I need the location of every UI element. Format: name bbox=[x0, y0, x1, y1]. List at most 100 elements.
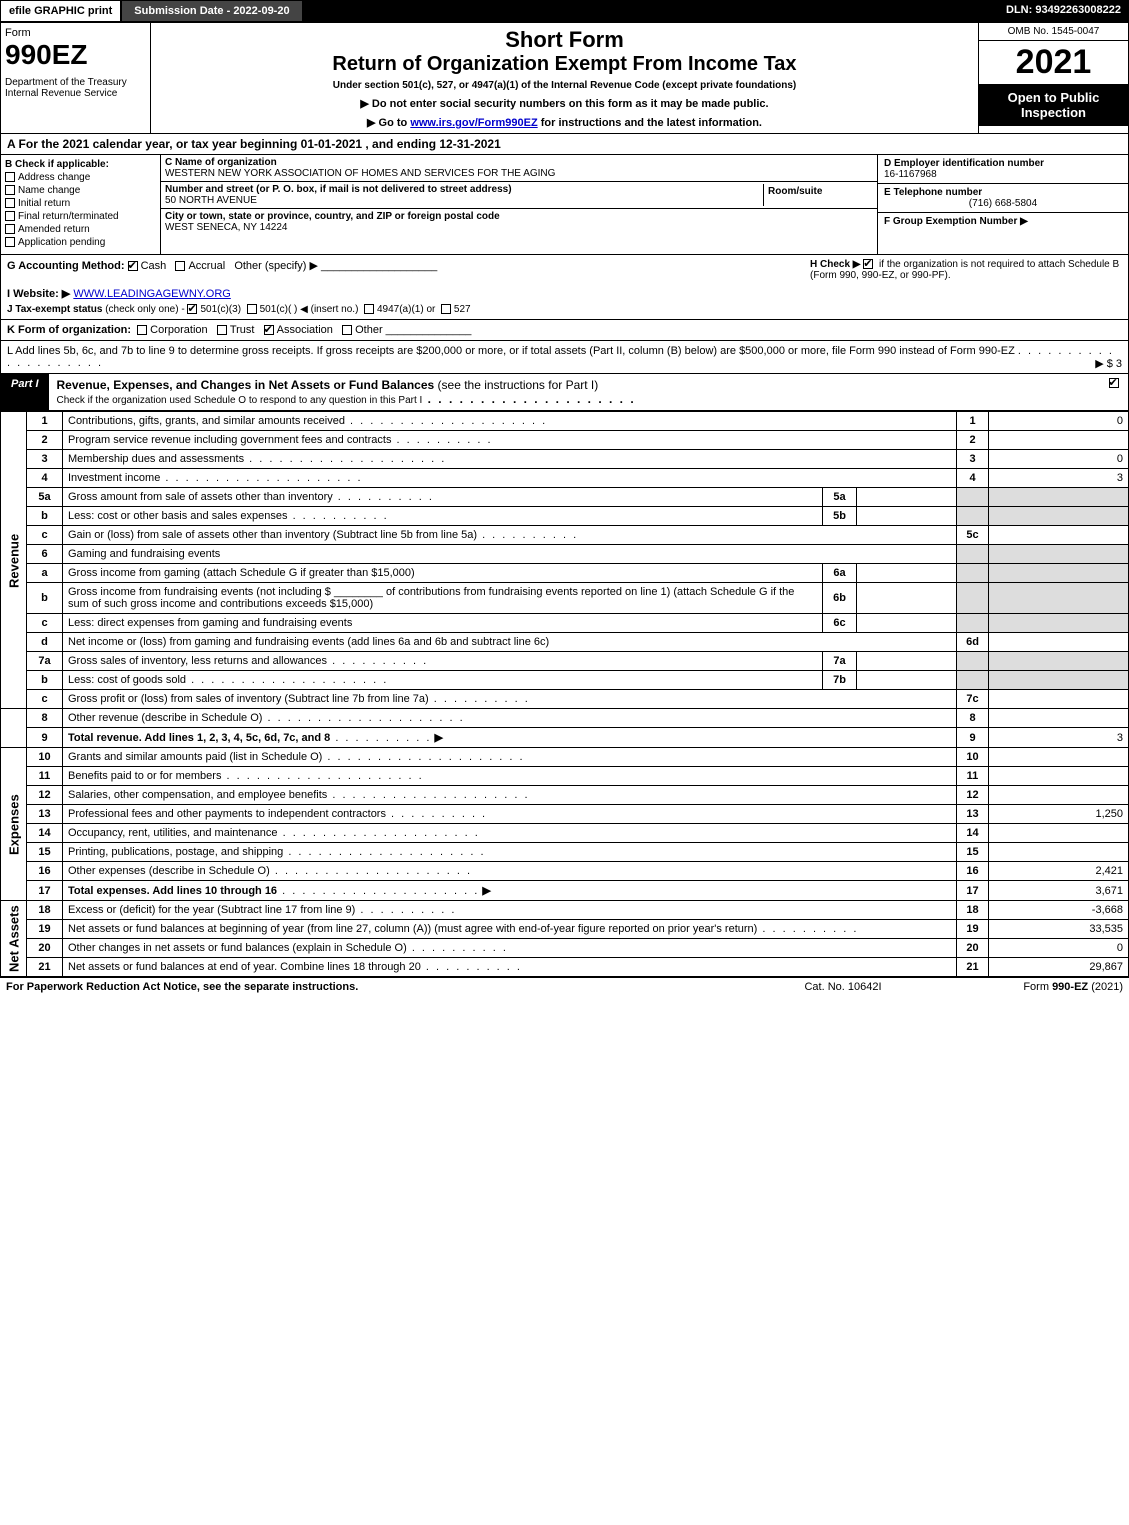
rn-7b-shade bbox=[957, 671, 989, 690]
desc-11: Benefits paid to or for members bbox=[68, 770, 221, 782]
f-label: F Group Exemption Number ▶ bbox=[884, 216, 1028, 227]
ln-7a: 7a bbox=[27, 652, 63, 671]
cb-h[interactable] bbox=[863, 259, 873, 269]
amt-6b-shade bbox=[989, 583, 1129, 614]
rn-13: 13 bbox=[957, 805, 989, 824]
section-k: K Form of organization: Corporation Trus… bbox=[0, 320, 1129, 341]
amt-16: 2,421 bbox=[989, 862, 1129, 881]
ln-5b: b bbox=[27, 507, 63, 526]
cb-other[interactable] bbox=[342, 325, 352, 335]
desc-8: Other revenue (describe in Schedule O) bbox=[68, 712, 262, 724]
j-501c: 501(c)( ) ◀ (insert no.) bbox=[260, 304, 359, 315]
amt-7b-shade bbox=[989, 671, 1129, 690]
rn-5a-shade bbox=[957, 488, 989, 507]
rn-8: 8 bbox=[957, 709, 989, 728]
ln-21: 21 bbox=[27, 958, 63, 977]
part1-check-note: Check if the organization used Schedule … bbox=[57, 395, 423, 406]
cb-accrual[interactable] bbox=[175, 261, 185, 271]
amt-2 bbox=[989, 431, 1129, 450]
top-spacer bbox=[303, 0, 998, 22]
ein-value: 16-1167968 bbox=[884, 169, 1122, 180]
tax-year: 2021 bbox=[979, 41, 1128, 84]
footer-right: Form 990-EZ (2021) bbox=[943, 981, 1123, 993]
goto-prefix: ▶ Go to bbox=[367, 117, 410, 129]
amt-12 bbox=[989, 786, 1129, 805]
section-a: A For the 2021 calendar year, or tax yea… bbox=[0, 134, 1129, 155]
rn-6c-shade bbox=[957, 614, 989, 633]
amt-7a-shade bbox=[989, 652, 1129, 671]
cb-pending-label: Application pending bbox=[18, 237, 105, 248]
cb-final-return[interactable]: Final return/terminated bbox=[5, 211, 156, 222]
cb-amended[interactable]: Amended return bbox=[5, 224, 156, 235]
cb-trust[interactable] bbox=[217, 325, 227, 335]
rn-6a-shade bbox=[957, 564, 989, 583]
mamt-5b bbox=[857, 507, 957, 526]
amt-13: 1,250 bbox=[989, 805, 1129, 824]
header-left: Form 990EZ Department of the Treasury In… bbox=[1, 23, 151, 133]
desc-5c: Gain or (loss) from sale of assets other… bbox=[68, 529, 477, 541]
website-link[interactable]: WWW.LEADINGAGEWNY.ORG bbox=[73, 288, 230, 300]
desc-6: Gaming and fundraising events bbox=[63, 545, 957, 564]
cb-501c[interactable] bbox=[247, 304, 257, 314]
mn-5a: 5a bbox=[823, 488, 857, 507]
section-ghij: G Accounting Method: Cash Accrual Other … bbox=[0, 255, 1129, 320]
amt-11 bbox=[989, 767, 1129, 786]
part1-title: Revenue, Expenses, and Changes in Net As… bbox=[49, 374, 1102, 410]
rn-11: 11 bbox=[957, 767, 989, 786]
amt-10 bbox=[989, 748, 1129, 767]
cb-assoc[interactable] bbox=[264, 325, 274, 335]
cb-cash[interactable] bbox=[128, 261, 138, 271]
cb-address-change[interactable]: Address change bbox=[5, 172, 156, 183]
cb-527[interactable] bbox=[441, 304, 451, 314]
department: Department of the Treasury Internal Reve… bbox=[5, 77, 146, 99]
mamt-5a bbox=[857, 488, 957, 507]
under-section: Under section 501(c), 527, or 4947(a)(1)… bbox=[159, 80, 970, 91]
desc-10: Grants and similar amounts paid (list in… bbox=[68, 751, 322, 763]
ln-11: 11 bbox=[27, 767, 63, 786]
cb-initial-return[interactable]: Initial return bbox=[5, 198, 156, 209]
cb-name-change[interactable]: Name change bbox=[5, 185, 156, 196]
mn-7a: 7a bbox=[823, 652, 857, 671]
ln-14: 14 bbox=[27, 824, 63, 843]
desc-6b-1: Gross income from fundraising events (no… bbox=[68, 586, 331, 598]
amt-3: 0 bbox=[989, 450, 1129, 469]
mn-6b: 6b bbox=[823, 583, 857, 614]
desc-7c: Gross profit or (loss) from sales of inv… bbox=[68, 693, 429, 705]
rn-16: 16 bbox=[957, 862, 989, 881]
cb-final-label: Final return/terminated bbox=[18, 211, 119, 222]
top-bar: efile GRAPHIC print Submission Date - 20… bbox=[0, 0, 1129, 22]
cb-501c3[interactable] bbox=[187, 304, 197, 314]
j-501c3: 501(c)(3) bbox=[200, 304, 241, 315]
arrow-9: ▶ bbox=[434, 732, 442, 744]
cb-corp[interactable] bbox=[137, 325, 147, 335]
open-to-public: Open to Public Inspection bbox=[979, 84, 1128, 126]
ln-3: 3 bbox=[27, 450, 63, 469]
short-form-title: Short Form bbox=[159, 27, 970, 53]
main-title: Return of Organization Exempt From Incom… bbox=[159, 53, 970, 76]
goto-link[interactable]: www.irs.gov/Form990EZ bbox=[410, 117, 537, 129]
mamt-7a bbox=[857, 652, 957, 671]
rn-1: 1 bbox=[957, 412, 989, 431]
part1-check[interactable] bbox=[1102, 374, 1128, 410]
ln-8: 8 bbox=[27, 709, 63, 728]
j-note: (check only one) - bbox=[105, 304, 184, 315]
efile-graphic-print[interactable]: efile GRAPHIC print bbox=[0, 0, 121, 22]
amt-6-shade bbox=[989, 545, 1129, 564]
rn-21: 21 bbox=[957, 958, 989, 977]
side-revenue: Revenue bbox=[1, 412, 27, 709]
form-word: Form bbox=[5, 27, 146, 39]
desc-2: Program service revenue including govern… bbox=[68, 434, 391, 446]
dln: DLN: 93492263008222 bbox=[998, 0, 1129, 22]
footer-form-prefix: Form bbox=[1023, 981, 1052, 993]
arrow-17: ▶ bbox=[482, 885, 490, 897]
column-c: C Name of organization WESTERN NEW YORK … bbox=[161, 155, 878, 254]
cb-4947[interactable] bbox=[364, 304, 374, 314]
c-city-label: City or town, state or province, country… bbox=[165, 211, 873, 222]
cb-pending[interactable]: Application pending bbox=[5, 237, 156, 248]
amt-14 bbox=[989, 824, 1129, 843]
amt-6c-shade bbox=[989, 614, 1129, 633]
section-bcdef: B Check if applicable: Address change Na… bbox=[0, 155, 1129, 255]
rn-6-shade bbox=[957, 545, 989, 564]
l-text: L Add lines 5b, 6c, and 7b to line 9 to … bbox=[7, 345, 1015, 357]
column-def: D Employer identification number 16-1167… bbox=[878, 155, 1128, 254]
